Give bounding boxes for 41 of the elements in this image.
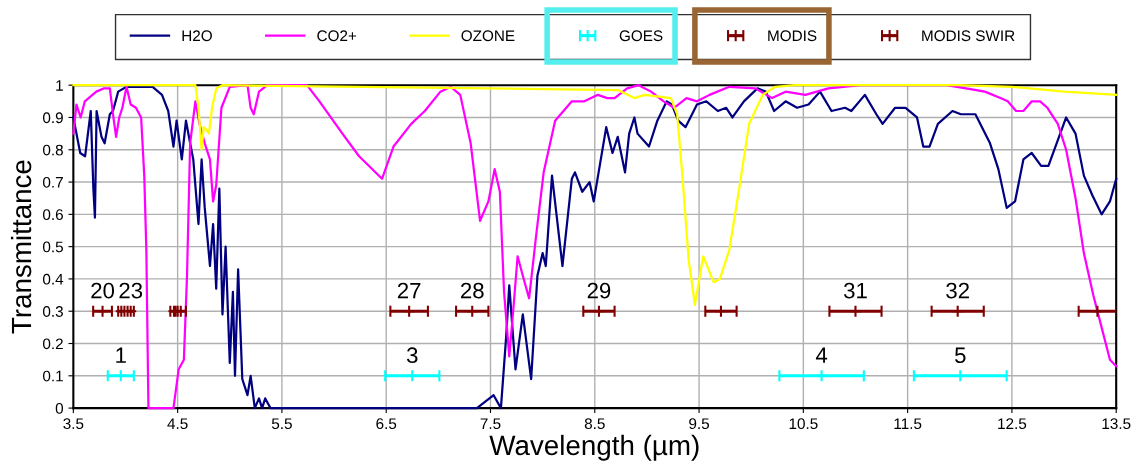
x-tick-label: 12.5 <box>998 418 1027 430</box>
legend-label: OZONE <box>461 30 515 42</box>
legend-label: H2O <box>182 30 212 42</box>
legend-label: MODIS SWIR <box>922 30 1015 42</box>
y-tick-label: 0.9 <box>42 112 63 124</box>
x-tick-label: 8.5 <box>584 418 605 430</box>
x-tick-label: 9.5 <box>689 418 710 430</box>
y-tick-label: 1 <box>56 80 63 91</box>
y-tick-label: 0.4 <box>42 273 64 285</box>
annotation: 23 <box>119 282 143 299</box>
y-tick-label: 0 <box>55 402 64 414</box>
legend-label: GOES <box>619 30 663 42</box>
x-tick-label: 7.5 <box>480 418 501 430</box>
annotation: 1 <box>116 347 126 363</box>
x-tick-label: 3.5 <box>63 418 84 430</box>
legend-label: MODIS <box>768 30 817 42</box>
y-tick-label: 0.8 <box>42 144 63 156</box>
y-tick-label: 0.5 <box>42 241 63 253</box>
annotation: 32 <box>946 282 969 299</box>
x-tick-label: 6.5 <box>376 418 397 430</box>
y-tick-label: 0.6 <box>42 209 63 221</box>
x-tick-label: 13.5 <box>1102 418 1131 430</box>
annotation: 29 <box>587 282 611 299</box>
y-tick-label: 0.7 <box>42 176 63 188</box>
x-tick-label: 5.5 <box>271 418 292 430</box>
annotation: 28 <box>461 282 484 299</box>
x-tick-label: 11.5 <box>894 418 922 430</box>
annotation: 4 <box>815 347 828 363</box>
x-tick-label: 4.5 <box>167 418 188 430</box>
y-axis-title: Transmittance <box>10 160 32 334</box>
annotation: 20 <box>91 282 115 299</box>
annotation: 5 <box>955 347 966 364</box>
annotation: 27 <box>397 282 421 299</box>
legend-label: CO2+ <box>317 30 357 42</box>
y-tick-label: 0.1 <box>42 370 63 382</box>
annotation: 31 <box>843 282 867 299</box>
x-axis-title: Wavelength (µm) <box>489 434 699 461</box>
y-tick-label: 0.3 <box>42 306 63 317</box>
y-tick-label: 0.2 <box>42 338 63 350</box>
annotation: 3 <box>406 347 418 364</box>
x-tick-label: 10.5 <box>789 418 818 430</box>
